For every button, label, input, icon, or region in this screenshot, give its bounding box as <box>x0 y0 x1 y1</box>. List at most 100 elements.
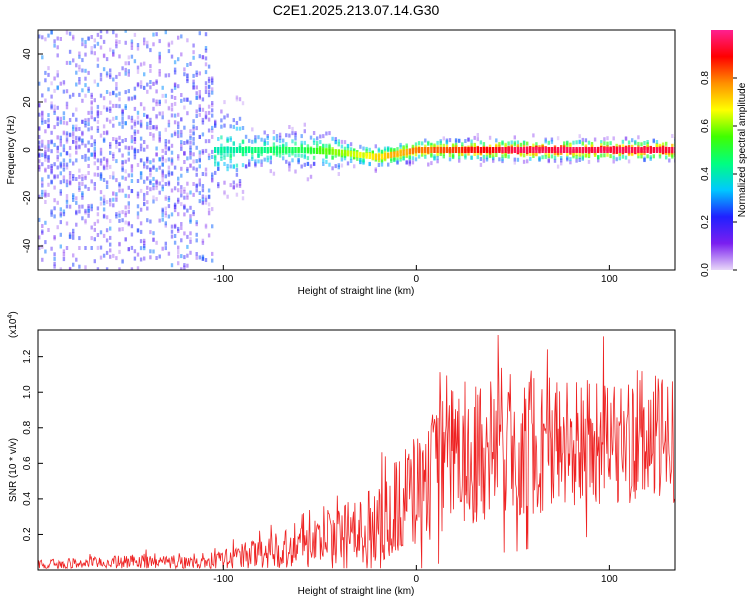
heatmap-cell-593 <box>118 121 121 126</box>
heatmap-cell-1079 <box>189 239 192 244</box>
heatmap-cell-170 <box>59 152 62 157</box>
heatmap-cell-121 <box>53 252 56 257</box>
heatmap-cell-2056 <box>553 158 557 163</box>
heatmap-cell-1118 <box>192 82 195 87</box>
heatmap-cell-1242 <box>211 224 214 229</box>
heatmap-cell-292 <box>78 186 81 190</box>
heatmap-cell-2092 <box>569 160 572 165</box>
heatmap-cell-511 <box>109 106 112 111</box>
heatmap-cell-1204 <box>204 90 208 94</box>
snr-y-tick-label-1: 0.4 <box>22 492 33 506</box>
heatmap-cell-1879 <box>473 143 476 148</box>
heatmap-cell-141 <box>56 116 59 121</box>
heatmap-cell-1349 <box>238 143 242 148</box>
heatmap-cell-1261 <box>214 162 217 167</box>
heatmap-cell-1143 <box>195 188 198 193</box>
heatmap-ridge-cell-2046 <box>547 147 550 153</box>
heatmap-cell-41 <box>41 189 44 194</box>
heatmap-cell-1409 <box>263 142 266 147</box>
heatmap-cell-809 <box>149 167 152 172</box>
heatmap-cell-1008 <box>177 188 180 193</box>
heatmap-cell-1966 <box>513 157 516 162</box>
heatmap-cell-1767 <box>424 151 427 156</box>
heatmap-cell-1858 <box>464 139 467 143</box>
heatmap-cell-284 <box>75 200 78 205</box>
colorbar-tick-label-4: 0.8 <box>700 71 711 85</box>
heatmap-cell-1014 <box>180 166 183 171</box>
heatmap-cell-493 <box>105 162 109 167</box>
heatmap-cell-2230 <box>631 152 634 157</box>
heatmap-cell-2008 <box>532 154 535 158</box>
heatmap-cell-299 <box>78 188 81 192</box>
heatmap-cell-58 <box>44 151 47 156</box>
heatmap-cell-1470 <box>291 126 294 131</box>
heatmap-cell-898 <box>161 217 164 222</box>
heatmap-cell-817 <box>152 164 155 169</box>
heatmap-cell-828 <box>152 195 155 200</box>
heatmap-cell-1074 <box>186 244 189 249</box>
heatmap-cell-1885 <box>476 151 479 156</box>
heatmap-cell-1269 <box>217 151 220 156</box>
heatmap-cell-1330 <box>235 168 239 172</box>
heatmap-cell-535 <box>112 191 115 196</box>
heatmap-cell-921 <box>164 73 167 78</box>
heatmap-cell-232 <box>68 174 72 179</box>
heatmap-cell-803 <box>149 179 152 184</box>
heatmap-cell-647 <box>127 115 130 120</box>
heatmap-cell-2130 <box>587 140 591 145</box>
heatmap-cell-1794 <box>436 159 439 164</box>
heatmap-cell-573 <box>118 91 121 96</box>
heatmap-ridge-cell-1576 <box>337 149 340 156</box>
heatmap-cell-1878 <box>473 135 476 140</box>
heatmap-cell-123 <box>53 76 56 81</box>
heatmap-cell-1671 <box>380 150 384 155</box>
heatmap-ridge-cell-2122 <box>581 147 584 153</box>
heatmap-cell-1208 <box>204 111 208 115</box>
heatmap-cell-406 <box>93 44 96 49</box>
heatmap-cell-609 <box>121 160 124 164</box>
heatmap-cell-818 <box>152 133 155 138</box>
heatmap-cell-1149 <box>198 135 201 139</box>
heatmap-cell-298 <box>78 174 81 179</box>
heatmap-ridge-cell-1514 <box>309 147 313 154</box>
heatmap-cell-48 <box>44 189 47 194</box>
heatmap-cell-1789 <box>433 143 436 148</box>
heatmap-cell-984 <box>173 205 177 209</box>
heatmap-cell-456 <box>99 161 103 166</box>
heatmap-cell-1970 <box>516 157 520 162</box>
heatmap-cell-1656 <box>374 169 377 173</box>
heatmap-cell-1499 <box>303 129 306 134</box>
heatmap-cell-1026 <box>180 146 183 151</box>
heatmap-cell-982 <box>173 60 177 65</box>
heatmap-cell-2070 <box>560 161 563 166</box>
heatmap-cell-709 <box>136 83 140 88</box>
heatmap-cell-432 <box>96 128 100 133</box>
heatmap-ridge-cell-1915 <box>488 147 492 153</box>
heatmap-cell-808 <box>149 132 152 136</box>
heatmap-cell-294 <box>78 204 81 209</box>
heatmap-cell-698 <box>133 131 137 136</box>
heatmap-cell-1864 <box>467 151 470 156</box>
heatmap-cell-320 <box>81 141 84 146</box>
heatmap-cell-1982 <box>519 142 523 147</box>
heatmap-cell-1130 <box>195 172 198 177</box>
heatmap-cell-1437 <box>275 152 279 157</box>
heatmap-cell-380 <box>90 35 93 39</box>
heatmap-cell-1672 <box>380 158 384 162</box>
heatmap-cell-1039 <box>183 263 186 268</box>
heatmap-cell-1021 <box>180 98 183 103</box>
heatmap-cell-1070 <box>186 140 189 145</box>
heatmap-cell-395 <box>90 152 93 157</box>
heatmap-cell-1702 <box>396 147 399 152</box>
heatmap-cell-722 <box>136 43 140 47</box>
heatmap-cell-1041 <box>183 151 186 156</box>
heatmap-cell-1216 <box>207 110 211 115</box>
heatmap-cell-992 <box>177 134 180 139</box>
heatmap-ridge-cell-1962 <box>510 147 513 153</box>
heatmap-cell-238 <box>68 153 72 158</box>
heatmap-cell-1210 <box>207 233 211 238</box>
heatmap-cell-853 <box>155 126 158 131</box>
heatmap-cell-543 <box>112 51 115 56</box>
snr-y-tick-label-5: 1.2 <box>22 349 33 363</box>
heatmap-cell-394 <box>90 204 93 209</box>
